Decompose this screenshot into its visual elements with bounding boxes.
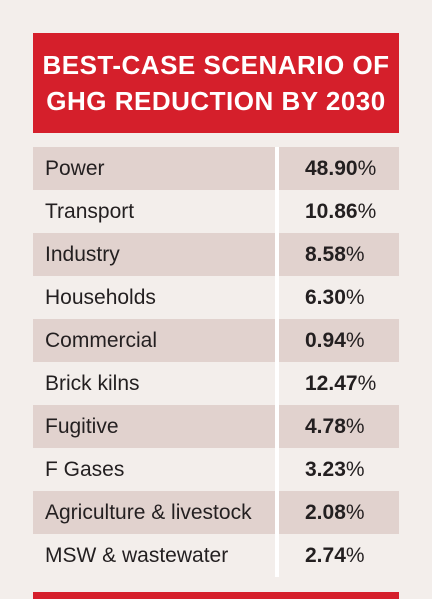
title-banner: BEST-CASE SCENARIO OF GHG REDUCTION BY 2…	[33, 33, 399, 133]
table-row: F Gases 3.23%	[33, 448, 399, 491]
table-row: Households 6.30%	[33, 276, 399, 319]
table-row: Industry 8.58%	[33, 233, 399, 276]
sector-value: 12.47%	[305, 371, 377, 395]
bottom-accent-bar	[33, 592, 399, 599]
sector-value: 10.86%	[305, 199, 377, 223]
table-row: Brick kilns 12.47%	[33, 362, 399, 405]
sector-value: 2.74%	[305, 543, 365, 567]
table-row: Commercial 0.94%	[33, 319, 399, 362]
column-divider	[275, 147, 279, 577]
sector-label: Power	[45, 156, 105, 180]
sector-value: 0.94%	[305, 328, 365, 352]
sector-value: 8.58%	[305, 242, 365, 266]
title-line-1: BEST-CASE SCENARIO OF	[42, 50, 390, 80]
sector-label: Households	[45, 285, 156, 309]
sector-label: Transport	[45, 199, 135, 223]
sector-label: Fugitive	[45, 414, 119, 438]
sector-label: Agriculture & livestock	[45, 500, 252, 524]
sector-label: F Gases	[45, 457, 125, 481]
sector-label: Brick kilns	[45, 371, 140, 395]
table-row: Transport 10.86%	[33, 190, 399, 233]
reduction-table: Power 48.90% Transport 10.86% Industry 8…	[33, 147, 399, 577]
sector-value: 48.90%	[305, 156, 377, 180]
sector-value: 2.08%	[305, 500, 365, 524]
sector-label: Industry	[45, 242, 120, 266]
sector-value: 6.30%	[305, 285, 365, 309]
table-row: Power 48.90%	[33, 147, 399, 190]
sector-value: 3.23%	[305, 457, 365, 481]
sector-label: MSW & wastewater	[45, 543, 229, 567]
sector-label: Commercial	[45, 328, 158, 352]
title-line-2: GHG REDUCTION BY 2030	[46, 86, 386, 116]
table-row: Agriculture & livestock 2.08%	[33, 491, 399, 534]
sector-value: 4.78%	[305, 414, 365, 438]
table-row: Fugitive 4.78%	[33, 405, 399, 448]
table-row: MSW & wastewater 2.74%	[33, 534, 399, 577]
